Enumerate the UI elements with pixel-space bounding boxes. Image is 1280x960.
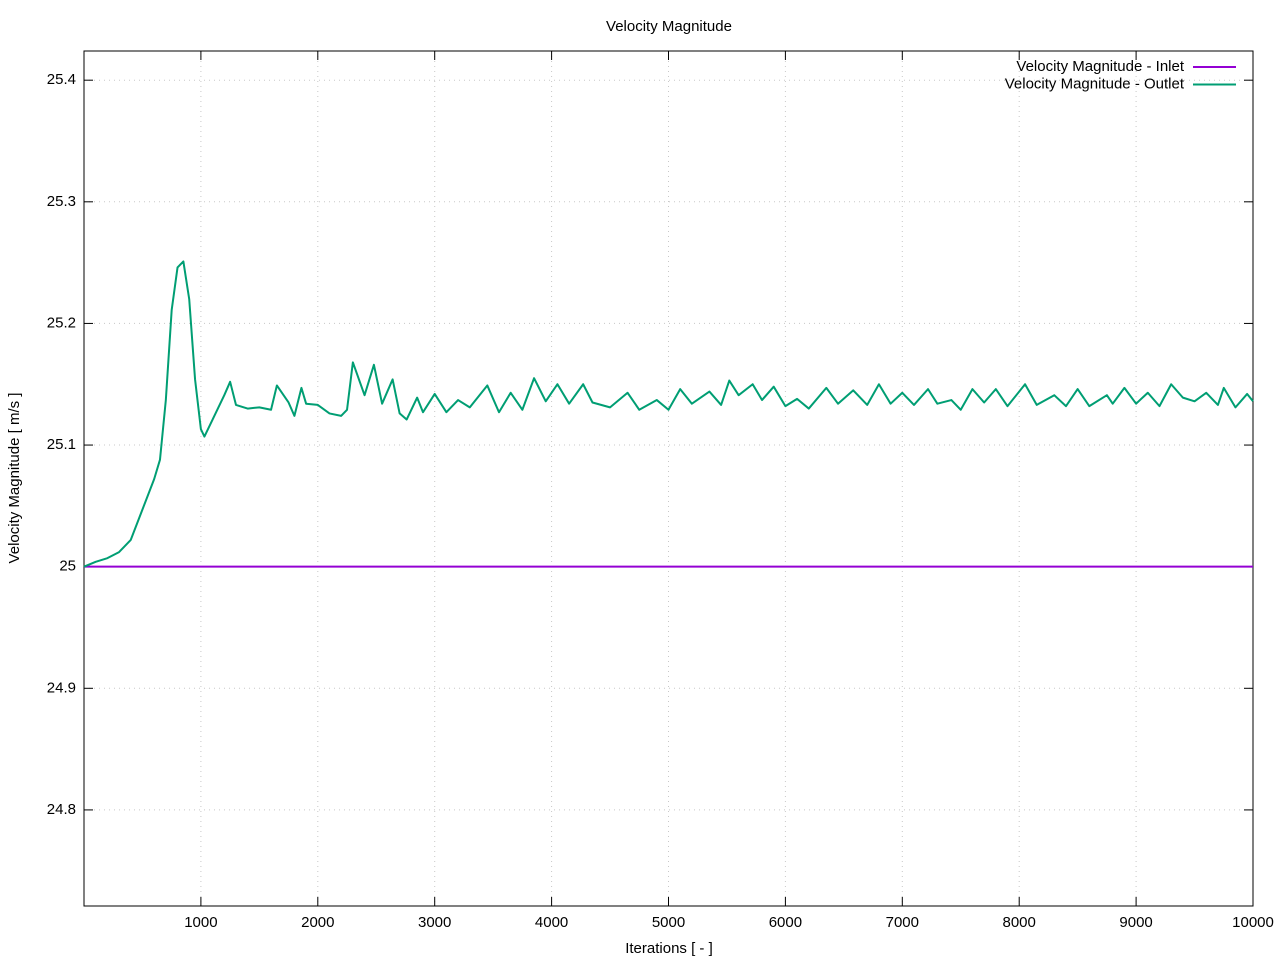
chart-title: Velocity Magnitude [606, 18, 732, 35]
x-tick-label: 5000 [652, 914, 685, 931]
x-tick-label: 6000 [769, 914, 802, 931]
x-tick-label: 10000 [1232, 914, 1274, 931]
y-tick-label: 25.2 [47, 314, 76, 331]
y-tick-label: 25 [59, 558, 76, 575]
legend-label: Velocity Magnitude - Outlet [1005, 75, 1185, 92]
x-tick-label: 7000 [886, 914, 919, 931]
legend-label: Velocity Magnitude - Inlet [1016, 58, 1184, 75]
y-tick-label: 25.3 [47, 193, 76, 210]
y-tick-label: 24.8 [47, 801, 76, 818]
y-tick-label: 25.1 [47, 436, 76, 453]
y-axis-label: Velocity Magnitude [ m/s ] [6, 393, 23, 564]
x-axis-label: Iterations [ - ] [625, 940, 713, 957]
x-tick-label: 3000 [418, 914, 451, 931]
x-tick-label: 1000 [184, 914, 217, 931]
x-tick-label: 2000 [301, 914, 334, 931]
x-tick-label: 4000 [535, 914, 568, 931]
x-tick-label: 8000 [1003, 914, 1036, 931]
y-tick-label: 25.4 [47, 71, 76, 88]
data-line [83, 260, 1254, 568]
x-tick-label: 9000 [1119, 914, 1152, 931]
plot-frame [83, 50, 1254, 907]
y-tick-label: 24.9 [47, 679, 76, 696]
